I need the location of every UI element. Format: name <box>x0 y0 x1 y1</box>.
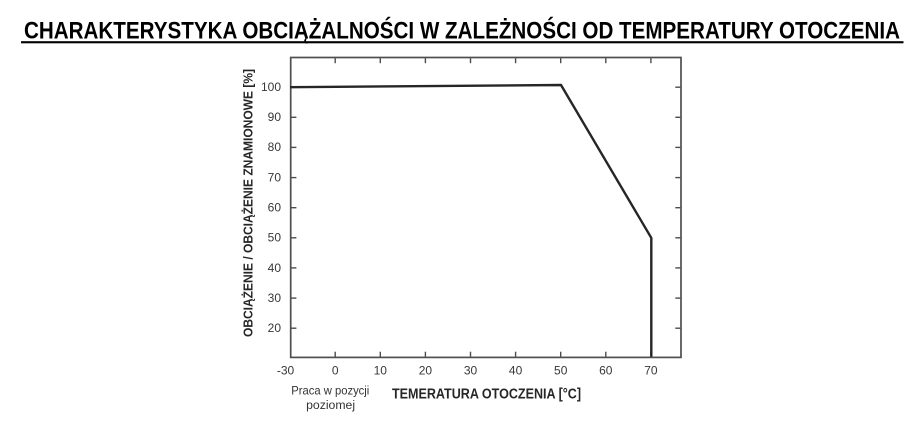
svg-text:20: 20 <box>419 363 433 377</box>
svg-text:70: 70 <box>644 363 658 377</box>
svg-text:OBCIĄŻENIE / OBCIĄŻENIE ZNAMIO: OBCIĄŻENIE / OBCIĄŻENIE ZNAMIONOWE [%] <box>240 69 255 337</box>
svg-text:60: 60 <box>268 201 282 215</box>
svg-text:30: 30 <box>464 363 478 377</box>
svg-text:Praca w pozycji: Praca w pozycji <box>291 383 369 397</box>
svg-text:70: 70 <box>268 170 282 184</box>
svg-text:50: 50 <box>268 231 282 245</box>
svg-text:50: 50 <box>554 363 568 377</box>
svg-text:80: 80 <box>268 140 282 154</box>
svg-text:30: 30 <box>268 291 282 305</box>
svg-text:10: 10 <box>374 363 388 377</box>
svg-text:40: 40 <box>509 363 523 377</box>
svg-text:40: 40 <box>268 261 282 275</box>
svg-text:100: 100 <box>261 80 281 94</box>
svg-text:poziomej: poziomej <box>306 398 355 412</box>
svg-text:20: 20 <box>268 321 282 335</box>
svg-text:CHARAKTERYSTYKA OBCIĄŻALNOŚCI: CHARAKTERYSTYKA OBCIĄŻALNOŚCI W ZALEŻNOŚ… <box>24 17 900 45</box>
svg-text:-30: -30 <box>277 363 295 377</box>
svg-text:TEMERATURA OTOCZENIA [°C]: TEMERATURA OTOCZENIA [°C] <box>392 386 581 402</box>
svg-text:90: 90 <box>268 110 282 124</box>
svg-text:60: 60 <box>599 363 613 377</box>
svg-text:0: 0 <box>332 363 339 377</box>
